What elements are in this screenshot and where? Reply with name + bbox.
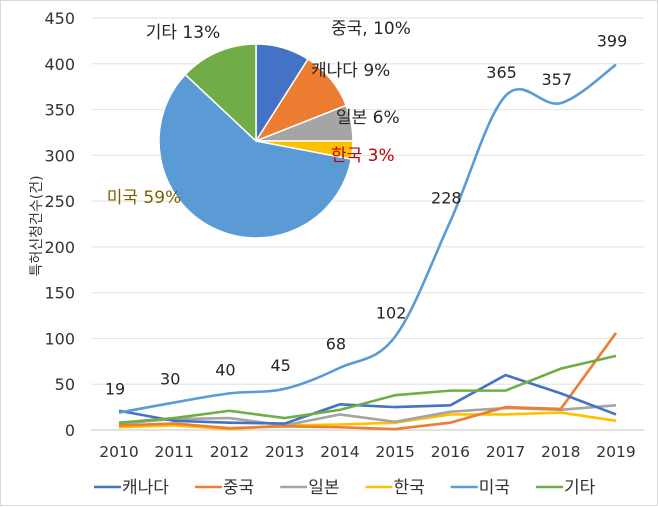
pie-label: 일본 6% bbox=[336, 108, 400, 128]
x-tick-label: 2010 bbox=[99, 443, 138, 461]
x-tick-label: 2011 bbox=[154, 443, 193, 461]
data-label: 365 bbox=[486, 63, 517, 82]
pie-slice bbox=[158, 73, 353, 239]
x-tick-label: 2014 bbox=[320, 443, 359, 461]
data-label: 399 bbox=[597, 32, 628, 51]
pie-label: 기타 13% bbox=[146, 23, 220, 43]
y-tick-label: 200 bbox=[44, 238, 75, 257]
series-line-캐나다 bbox=[118, 373, 617, 425]
legend-label: 캐나다 bbox=[122, 478, 169, 498]
pie-slice bbox=[184, 43, 257, 143]
y-tick-label: 350 bbox=[44, 101, 75, 120]
legend-label: 일본 bbox=[308, 478, 339, 498]
x-tick-label: 2012 bbox=[210, 443, 249, 461]
x-tick-label: 2019 bbox=[596, 443, 635, 461]
data-label: 68 bbox=[326, 335, 346, 354]
pie-label: 중국, 10% bbox=[331, 19, 411, 39]
y-tick-label: 450 bbox=[44, 9, 75, 28]
series-line-중국 bbox=[118, 332, 618, 431]
data-label: 45 bbox=[270, 356, 290, 375]
legend-label: 미국 bbox=[479, 478, 510, 498]
legend-label: 중국 bbox=[223, 478, 254, 498]
x-tick-label: 2017 bbox=[486, 443, 525, 461]
y-tick-label: 250 bbox=[44, 192, 75, 211]
series-line-미국 bbox=[118, 63, 617, 414]
data-label: 19 bbox=[105, 380, 125, 399]
data-label: 102 bbox=[376, 304, 407, 323]
series-line-한국 bbox=[118, 411, 617, 431]
x-tick-label: 2015 bbox=[375, 443, 414, 461]
x-tick-label: 2016 bbox=[431, 443, 470, 461]
y-tick-label: 300 bbox=[44, 146, 75, 165]
y-tick-label: 150 bbox=[44, 284, 75, 303]
data-label: 40 bbox=[215, 360, 235, 379]
data-label: 30 bbox=[160, 370, 180, 389]
y-axis-title: 특허신청건수(건) bbox=[29, 175, 45, 276]
x-tick-label: 2013 bbox=[265, 443, 304, 461]
y-tick-label: 50 bbox=[55, 375, 75, 394]
data-label: 357 bbox=[542, 70, 573, 89]
pie-label: 캐나다 9% bbox=[311, 61, 390, 81]
legend-label: 한국 bbox=[393, 478, 424, 498]
y-tick-label: 100 bbox=[44, 329, 75, 348]
legend-label: 기타 bbox=[564, 478, 596, 498]
data-label: 228 bbox=[431, 188, 462, 207]
x-tick-label: 2018 bbox=[541, 443, 580, 461]
series-line-기타 bbox=[118, 354, 617, 424]
pie-label: 미국 59% bbox=[107, 188, 181, 208]
pie-label: 한국 3% bbox=[331, 146, 395, 166]
y-tick-label: 400 bbox=[44, 55, 75, 74]
y-tick-label: 0 bbox=[65, 421, 75, 440]
